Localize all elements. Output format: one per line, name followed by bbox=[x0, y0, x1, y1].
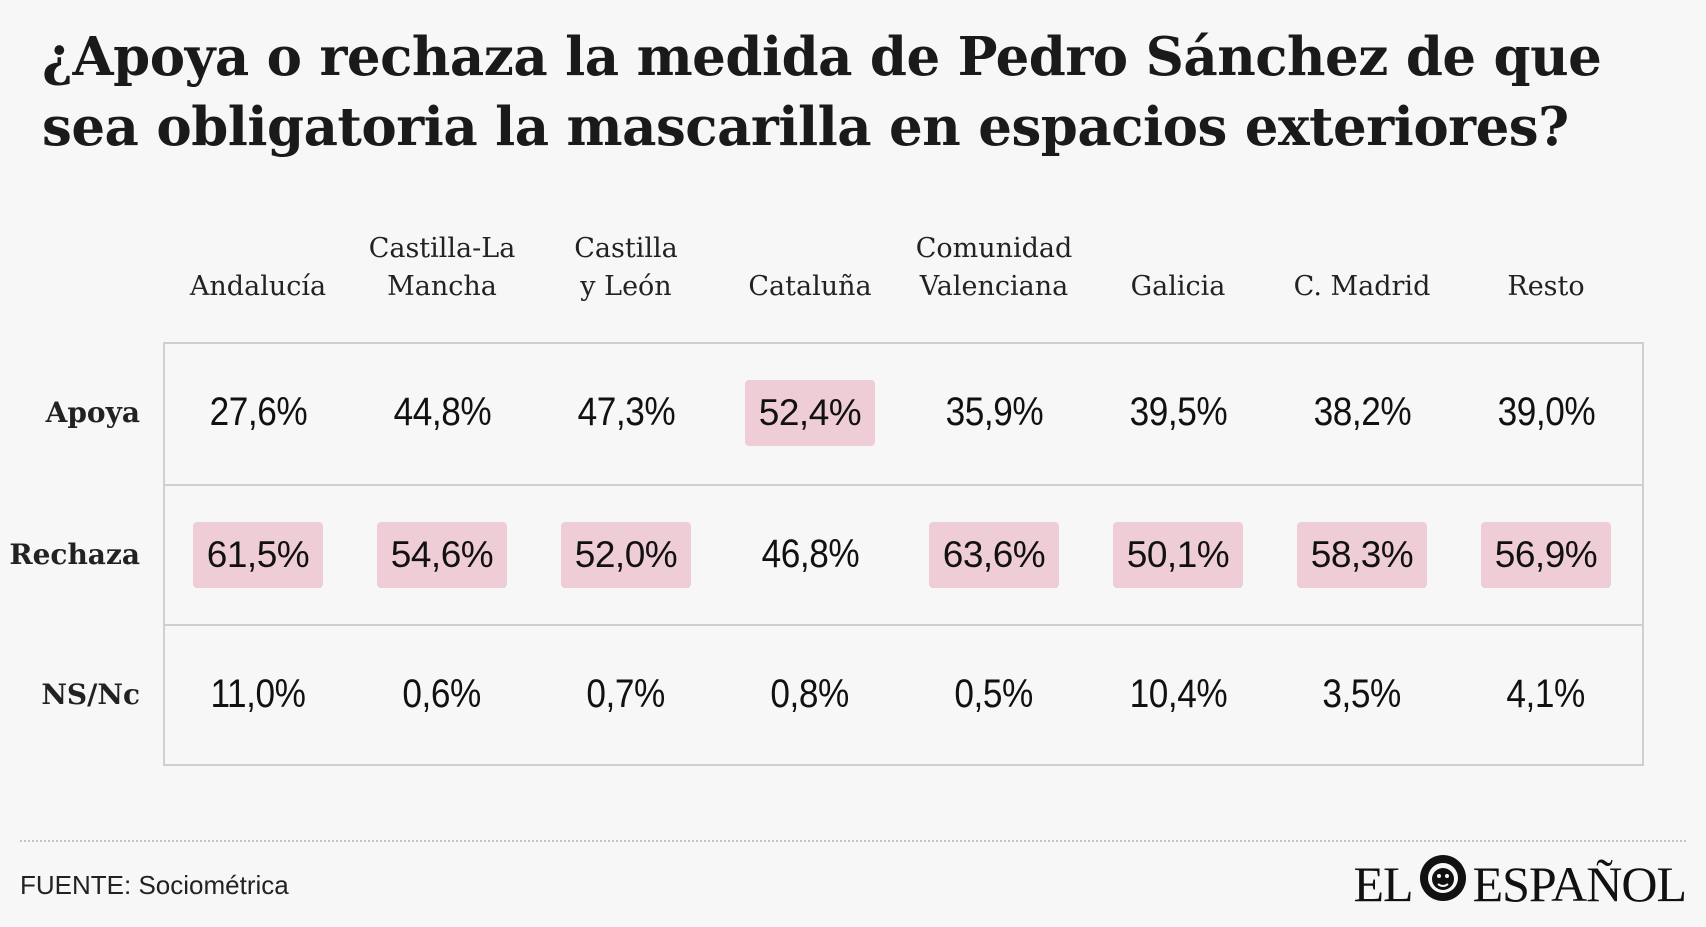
table-cell: 56,9% bbox=[1454, 484, 1638, 625]
cell-value: 27,6% bbox=[209, 390, 307, 434]
logo-text-left: EL bbox=[1353, 856, 1413, 912]
cell-value: 0,6% bbox=[402, 672, 482, 716]
table-cell: 38,2% bbox=[1270, 342, 1454, 483]
table-cell: 0,5% bbox=[902, 624, 1086, 765]
table-cell: 47,3% bbox=[534, 342, 718, 483]
table-cell: 0,8% bbox=[718, 624, 902, 765]
column-header: Galicia bbox=[1130, 271, 1226, 302]
column-header: Castilla-La Mancha bbox=[368, 233, 516, 302]
row-divider bbox=[163, 484, 1644, 486]
row-label: Apoya bbox=[45, 396, 140, 429]
row-label: NS/Nc bbox=[41, 678, 140, 711]
cell-value: 10,4% bbox=[1129, 672, 1227, 716]
column-header: Castilla y León bbox=[574, 233, 678, 302]
table-cell: 3,5% bbox=[1270, 624, 1454, 765]
cell-value: 39,0% bbox=[1497, 390, 1595, 434]
highlighted-value: 58,3% bbox=[1296, 521, 1428, 588]
table-cell: 46,8% bbox=[718, 484, 902, 625]
cell-value: 11,0% bbox=[210, 672, 306, 716]
highlighted-value: 56,9% bbox=[1480, 521, 1612, 588]
column-header: Comunidad Valenciana bbox=[915, 233, 1073, 302]
table-cell: 44,8% bbox=[350, 342, 534, 483]
cell-value: 0,7% bbox=[586, 672, 666, 716]
table-cell: 54,6% bbox=[350, 484, 534, 625]
table-cell: 10,4% bbox=[1086, 624, 1270, 765]
table-cell: 0,6% bbox=[350, 624, 534, 765]
el-espanol-logo: EL ESPAÑOL bbox=[1353, 855, 1687, 912]
highlighted-value: 52,0% bbox=[560, 521, 692, 588]
cell-value: 39,5% bbox=[1129, 390, 1227, 434]
cell-value: 4,1% bbox=[1506, 672, 1586, 716]
table-cell: 27,6% bbox=[166, 342, 350, 483]
table-cell: 61,5% bbox=[166, 484, 350, 625]
table-cell: 39,0% bbox=[1454, 342, 1638, 483]
table-cell: 50,1% bbox=[1086, 484, 1270, 625]
cell-value: 44,8% bbox=[393, 390, 491, 434]
table-cell: 52,4% bbox=[718, 342, 902, 483]
column-header: Resto bbox=[1507, 271, 1585, 302]
table-cell: 63,6% bbox=[902, 484, 1086, 625]
cell-value: 38,2% bbox=[1313, 390, 1411, 434]
footer-divider bbox=[20, 840, 1686, 842]
table-cell: 52,0% bbox=[534, 484, 718, 625]
logo-text-right: ESPAÑOL bbox=[1472, 856, 1687, 912]
table-grid bbox=[163, 342, 1644, 766]
column-header: C. Madrid bbox=[1293, 271, 1431, 302]
table-cell: 11,0% bbox=[166, 624, 350, 765]
highlighted-value: 52,4% bbox=[744, 379, 876, 446]
row-label: Rechaza bbox=[9, 538, 140, 571]
cell-value: 0,5% bbox=[954, 672, 1034, 716]
table-cell: 35,9% bbox=[902, 342, 1086, 483]
cell-value: 47,3% bbox=[577, 390, 675, 434]
table-cell: 39,5% bbox=[1086, 342, 1270, 483]
highlighted-value: 63,6% bbox=[928, 521, 1060, 588]
row-divider bbox=[163, 624, 1644, 626]
cell-value: 3,5% bbox=[1322, 672, 1402, 716]
column-header: Cataluña bbox=[748, 271, 872, 302]
cell-value: 46,8% bbox=[761, 532, 859, 576]
highlighted-value: 50,1% bbox=[1112, 521, 1244, 588]
column-header: Andalucía bbox=[189, 271, 327, 302]
chart-title: ¿Apoya o rechaza la medida de Pedro Sánc… bbox=[42, 26, 1602, 158]
highlighted-value: 54,6% bbox=[376, 521, 508, 588]
highlighted-value: 61,5% bbox=[192, 521, 324, 588]
table-cell: 0,7% bbox=[534, 624, 718, 765]
table-cell: 58,3% bbox=[1270, 484, 1454, 625]
cell-value: 35,9% bbox=[945, 390, 1043, 434]
source-note: FUENTE: Sociométrica bbox=[20, 870, 289, 900]
lion-head-icon bbox=[1417, 852, 1469, 916]
cell-value: 0,8% bbox=[770, 672, 850, 716]
table-cell: 4,1% bbox=[1454, 624, 1638, 765]
